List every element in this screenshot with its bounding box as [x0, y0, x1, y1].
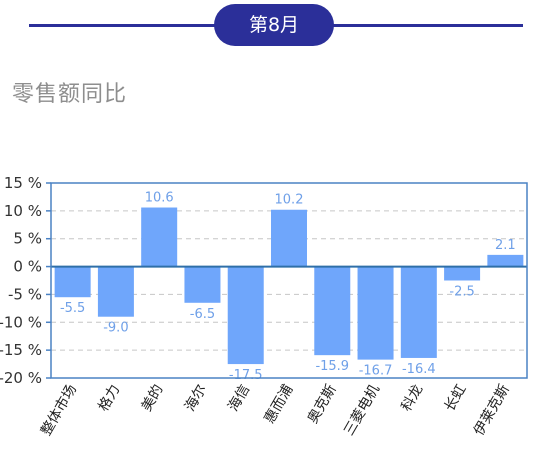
y-tick-label: -20 % — [0, 369, 42, 387]
bar — [314, 266, 351, 356]
x-tick-label: 长虹 — [442, 382, 470, 414]
bar — [271, 209, 307, 267]
bar — [400, 266, 437, 358]
bar — [227, 266, 264, 365]
data-label: -16.4 — [402, 362, 436, 377]
y-tick-label: 0 % — [13, 258, 42, 276]
data-label: -17.5 — [229, 368, 263, 383]
data-label: 10.6 — [145, 191, 174, 206]
data-label: -9.0 — [103, 321, 128, 336]
data-label: -2.5 — [449, 285, 474, 300]
bar-chart: 15 % 10 % 5 % 0 % -5 % -10 % -15 % -20 % -5.5 整体市… — [0, 174, 528, 439]
plot-frame — [50, 182, 528, 379]
data-label: -16.7 — [359, 364, 393, 379]
x-tick-label: 奥克斯 — [304, 382, 340, 427]
bar — [184, 266, 221, 303]
month-badge[interactable]: 第8月 — [214, 4, 334, 46]
y-tick-label: -15 % — [0, 341, 42, 359]
bar — [54, 266, 91, 298]
bar — [444, 266, 481, 281]
x-tick-label: 格力 — [96, 382, 124, 414]
bar — [357, 266, 394, 360]
x-tick-label: 整体市场 — [37, 382, 80, 439]
data-label: 10.2 — [275, 193, 304, 208]
x-tick-label: 三菱电机 — [341, 382, 383, 438]
y-tick-label: -10 % — [0, 313, 42, 331]
x-tick-label: 伊莱克斯 — [471, 382, 513, 438]
header-rule-right — [330, 24, 523, 27]
x-tick-label: 惠而浦 — [262, 382, 297, 426]
y-tick-label: 15 % — [4, 174, 42, 192]
data-label: -15.9 — [315, 359, 349, 374]
data-label: -6.5 — [190, 307, 215, 322]
y-tick-label: 10 % — [4, 202, 42, 220]
y-tick-label: 5 % — [13, 230, 42, 248]
header-rule-left — [29, 24, 219, 27]
data-label: 2.1 — [495, 238, 516, 253]
x-tick-label: 科龙 — [398, 382, 426, 414]
section-title: 零售额同比 — [12, 82, 128, 107]
x-tick-label: 海信 — [225, 382, 253, 414]
bar — [141, 207, 178, 267]
x-tick-label: 海尔 — [182, 382, 210, 414]
x-tick-label: 美的 — [139, 382, 167, 414]
bar — [97, 266, 134, 317]
data-label: -5.5 — [60, 301, 85, 316]
y-tick-label: -5 % — [8, 285, 42, 303]
bar — [487, 254, 524, 267]
